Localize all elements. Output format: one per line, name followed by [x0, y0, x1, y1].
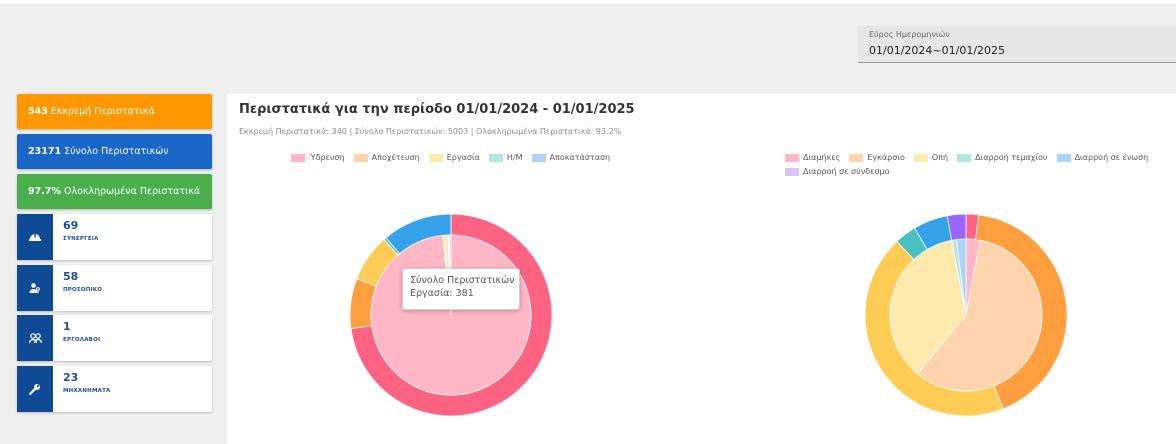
- legend-label: Διαρροή σε ένωση: [1074, 153, 1149, 162]
- legend-label: Διαμήκες: [803, 153, 841, 162]
- contractors-label: ΕΡΓΟΛΑΒΟΙ: [63, 337, 101, 343]
- staff-count: 58: [63, 270, 79, 283]
- left-chart-legend: Ύδρευση Αποχέτευση Εργασία Η/Μ Αποκατάστ…: [291, 153, 671, 162]
- tooltip-title: Σύνολο Περιστατικών: [410, 275, 515, 286]
- total-incidents-label: Σύνολο Περιστατικών: [64, 146, 169, 157]
- wrench-icon: [17, 366, 53, 412]
- hard-hat-icon: [17, 214, 53, 260]
- legend-item[interactable]: Εγκάρσιο: [849, 153, 905, 162]
- panel-subtitle: Εκκρεμή Περιστατικά: 340 | Σύνολο Περιστ…: [239, 127, 622, 136]
- legend-label: Αποχέτευση: [371, 153, 420, 162]
- right-doughnut-chart[interactable]: [864, 213, 1068, 417]
- completed-incidents-bar[interactable]: 97.7% Ολοκληρωμένα Περιστατικά: [17, 174, 212, 209]
- date-range-label: Εύρος Ημερομηνιών: [869, 30, 950, 39]
- legend-swatch: [531, 153, 546, 162]
- contractors-count: 1: [63, 320, 71, 333]
- crews-label: ΣΥΝΕΡΓΕΙΑ: [63, 236, 99, 242]
- legend-label: Διαρροή τεμαχίου: [975, 153, 1048, 162]
- staff-card[interactable]: 58 ΠΡΟΣΩΠΙΚΟ: [17, 265, 212, 311]
- top-bar: [0, 0, 1176, 5]
- legend-swatch: [353, 153, 368, 162]
- legend-label: Εγκάρσιο: [867, 153, 905, 162]
- legend-swatch: [1056, 153, 1071, 162]
- completed-incidents-value: 97.7%: [28, 186, 61, 197]
- legend-label: Οπή: [931, 153, 949, 162]
- legend-swatch: [785, 167, 799, 176]
- legend-swatch: [849, 153, 864, 162]
- date-range-picker[interactable]: Εύρος Ημερομηνιών 01/01/2024~01/01/2025: [858, 26, 1176, 63]
- legend-swatch: [785, 153, 799, 162]
- machinery-card[interactable]: 23 ΜΗΧΑΝΗΜΑΤΑ: [17, 366, 212, 412]
- legend-item[interactable]: Η/Μ: [488, 153, 523, 162]
- machinery-label: ΜΗΧΑΝΗΜΑΤΑ: [63, 388, 111, 394]
- incidents-panel: Περιστατικά για την περίοδο 01/01/2024 -…: [227, 94, 1176, 444]
- legend-item[interactable]: Αποκατάσταση: [531, 153, 611, 162]
- legend-swatch: [957, 153, 972, 162]
- legend-item[interactable]: Οπή: [913, 153, 949, 162]
- right-chart-legend: Διαμήκες Εγκάρσιο Οπή Διαρροή τεμαχίου Δ…: [785, 153, 1170, 176]
- legend-label: Η/Μ: [506, 153, 523, 162]
- completed-incidents-label: Ολοκληρωμένα Περιστατικά: [63, 186, 201, 197]
- panel-title: Περιστατικά για την περίοδο 01/01/2024 -…: [239, 102, 635, 117]
- pie-slice-inner[interactable]: [889, 239, 967, 375]
- legend-item[interactable]: Διαρροή σε σύνδεσμο: [785, 167, 890, 176]
- legend-label: Εργασία: [446, 153, 480, 162]
- legend-item[interactable]: Διαρροή σε ένωση: [1056, 153, 1149, 162]
- crews-count: 69: [63, 219, 79, 232]
- legend-item[interactable]: Διαμήκες: [785, 153, 840, 162]
- pie-slice-inner[interactable]: [956, 238, 967, 316]
- pending-incidents-value: 543: [28, 106, 48, 117]
- legend-swatch: [428, 153, 443, 162]
- legend-swatch: [913, 153, 928, 162]
- legend-swatch: [291, 153, 305, 162]
- chart-tooltip: Σύνολο Περιστατικών Εργασία: 381: [402, 268, 520, 310]
- pending-incidents-bar[interactable]: 543 Εκκρεμή Περιστατικά: [17, 94, 212, 129]
- staff-label: ΠΡΟΣΩΠΙΚΟ: [63, 287, 103, 293]
- left-doughnut-chart[interactable]: [349, 213, 553, 417]
- crews-card[interactable]: 69 ΣΥΝΕΡΓΕΙΑ: [17, 214, 212, 260]
- tooltip-line: Εργασία: 381: [410, 288, 474, 299]
- user-key-icon: [17, 265, 53, 311]
- legend-swatch: [488, 153, 503, 162]
- legend-label: Αποκατάσταση: [549, 153, 611, 162]
- date-range-value[interactable]: 01/01/2024~01/01/2025: [869, 44, 1006, 57]
- legend-label: Ύδρευση: [309, 153, 345, 162]
- total-incidents-bar[interactable]: 23171 Σύνολο Περιστατικών: [17, 134, 212, 169]
- pie-slice-inner[interactable]: [916, 239, 1043, 392]
- machinery-count: 23: [63, 371, 79, 384]
- legend-label: Διαρροή σε σύνδεσμο: [803, 167, 890, 176]
- legend-item[interactable]: Διαρροή τεμαχίου: [957, 153, 1048, 162]
- pending-incidents-label: Εκκρεμή Περιστατικά: [50, 106, 155, 117]
- legend-item[interactable]: Αποχέτευση: [353, 153, 420, 162]
- contractors-card[interactable]: 1 ΕΡΓΟΛΑΒΟΙ: [17, 315, 212, 361]
- users-icon: [17, 315, 53, 361]
- legend-item[interactable]: Εργασία: [428, 153, 480, 162]
- legend-item[interactable]: Ύδρευση: [291, 153, 345, 162]
- total-incidents-value: 23171: [28, 146, 62, 157]
